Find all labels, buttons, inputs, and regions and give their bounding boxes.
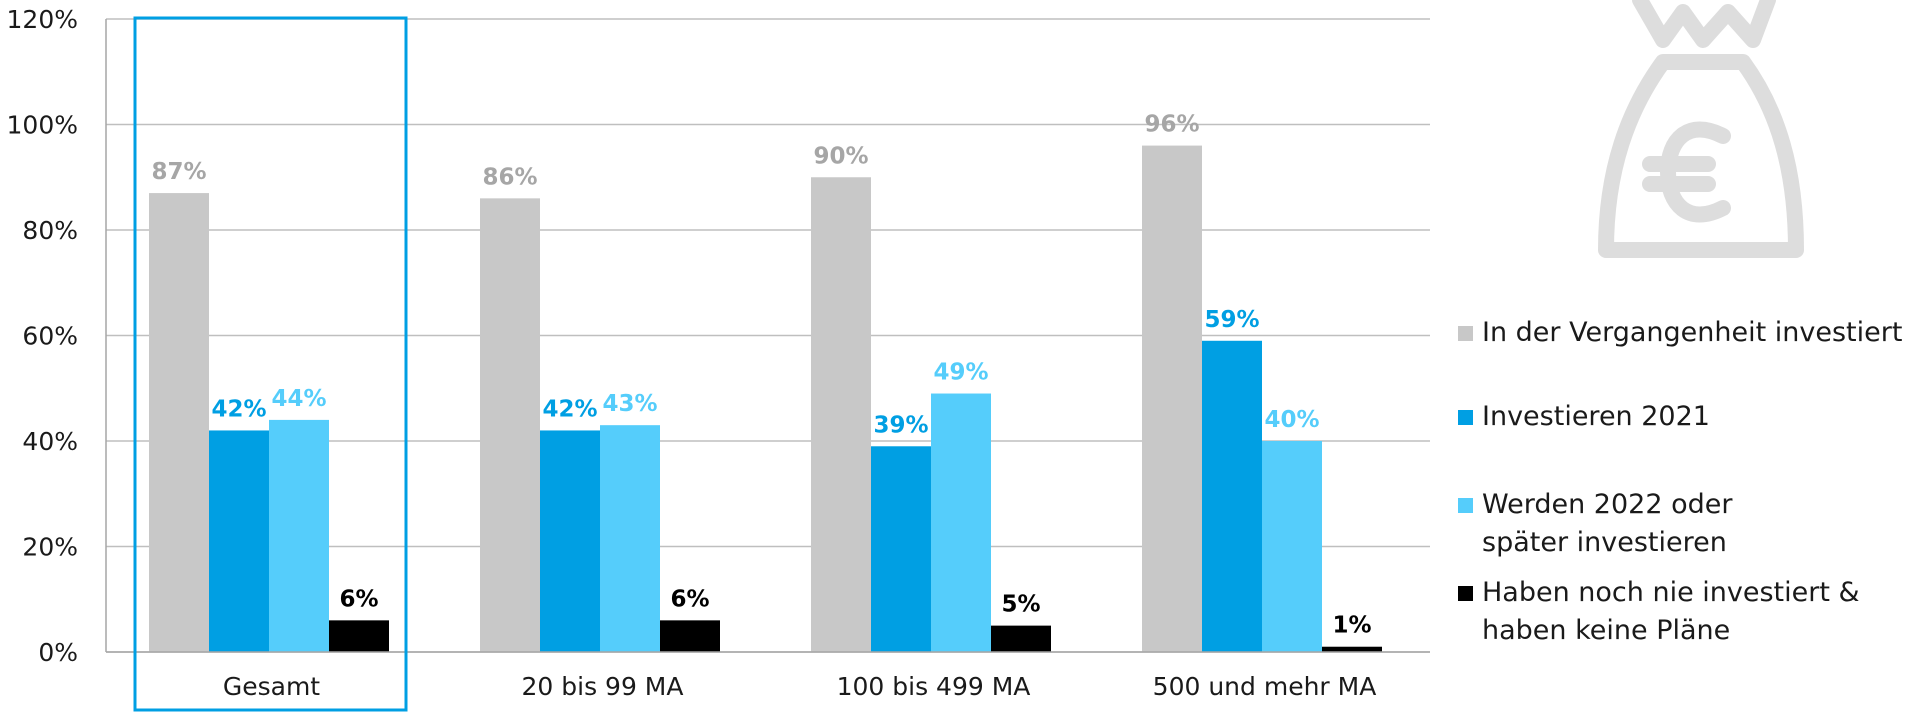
data-label: 6% [670,586,709,612]
data-label: 49% [933,360,988,386]
highlight-box [133,16,408,712]
data-label: 5% [1001,592,1040,618]
data-label: 87% [151,159,206,185]
bar [1262,441,1322,652]
data-label: 42% [542,396,597,422]
bar [871,446,931,652]
y-tick-label: 100% [7,111,78,140]
bar [269,419,329,652]
data-label: 44% [271,386,326,412]
y-tick-label: 80% [22,216,78,245]
bar [329,620,389,652]
data-label: 43% [602,391,657,417]
bar [480,198,540,652]
data-label: 6% [339,586,378,612]
category-label: 100 bis 499 MA [837,672,1031,701]
y-tick-label: 120% [7,5,78,34]
legend-item-never-invested: Haben noch nie investiert & haben keine … [1458,574,1902,650]
bar [540,430,600,652]
bar [811,177,871,652]
data-label: 86% [482,164,537,190]
data-label: 40% [1264,407,1319,433]
legend-swatch [1458,586,1473,601]
data-label: 96% [1144,112,1199,138]
data-label: 1% [1332,613,1371,639]
legend-label: Investieren 2021 [1482,401,1710,432]
money-bag-euro-icon [1598,0,1804,258]
bar [660,620,720,652]
category-label: 500 und mehr MA [1153,672,1377,701]
y-tick-label: 20% [22,533,78,562]
legend-label: Werden 2022 oder später investieren [1482,489,1733,558]
bar-chart: 0%20%40%60%80%100%120%87%42% 44%6%Gesamt8… [7,5,1430,712]
bar [1142,145,1202,652]
category-label: Gesamt [223,672,320,701]
bar [1202,340,1262,652]
legend-swatch [1458,410,1473,425]
legend-label: In der Vergangenheit investiert [1482,317,1903,348]
bar [991,625,1051,652]
bar [931,393,991,652]
category-label: 20 bis 99 MA [522,672,684,701]
y-tick-label: 40% [22,427,78,456]
legend-item-invest-2021: Investieren 2021 [1458,398,1912,436]
data-label: 90% [813,143,868,169]
data-label: 39% [873,412,928,438]
y-tick-label: 60% [22,322,78,351]
legend-swatch [1458,498,1473,513]
y-tick-label: 0% [38,638,78,667]
legend-item-past-invested: In der Vergangenheit investiert [1458,314,1912,352]
legend-label: Haben noch nie investiert & haben keine … [1482,577,1860,646]
data-label: 42% [211,396,266,422]
legend-item-invest-2022-later: Werden 2022 oder später investieren [1458,486,1822,562]
bar [1322,646,1382,652]
bar [209,430,269,652]
bar [600,425,660,652]
bar [149,193,209,652]
legend-swatch [1458,326,1473,341]
data-label: 59% [1204,307,1259,333]
